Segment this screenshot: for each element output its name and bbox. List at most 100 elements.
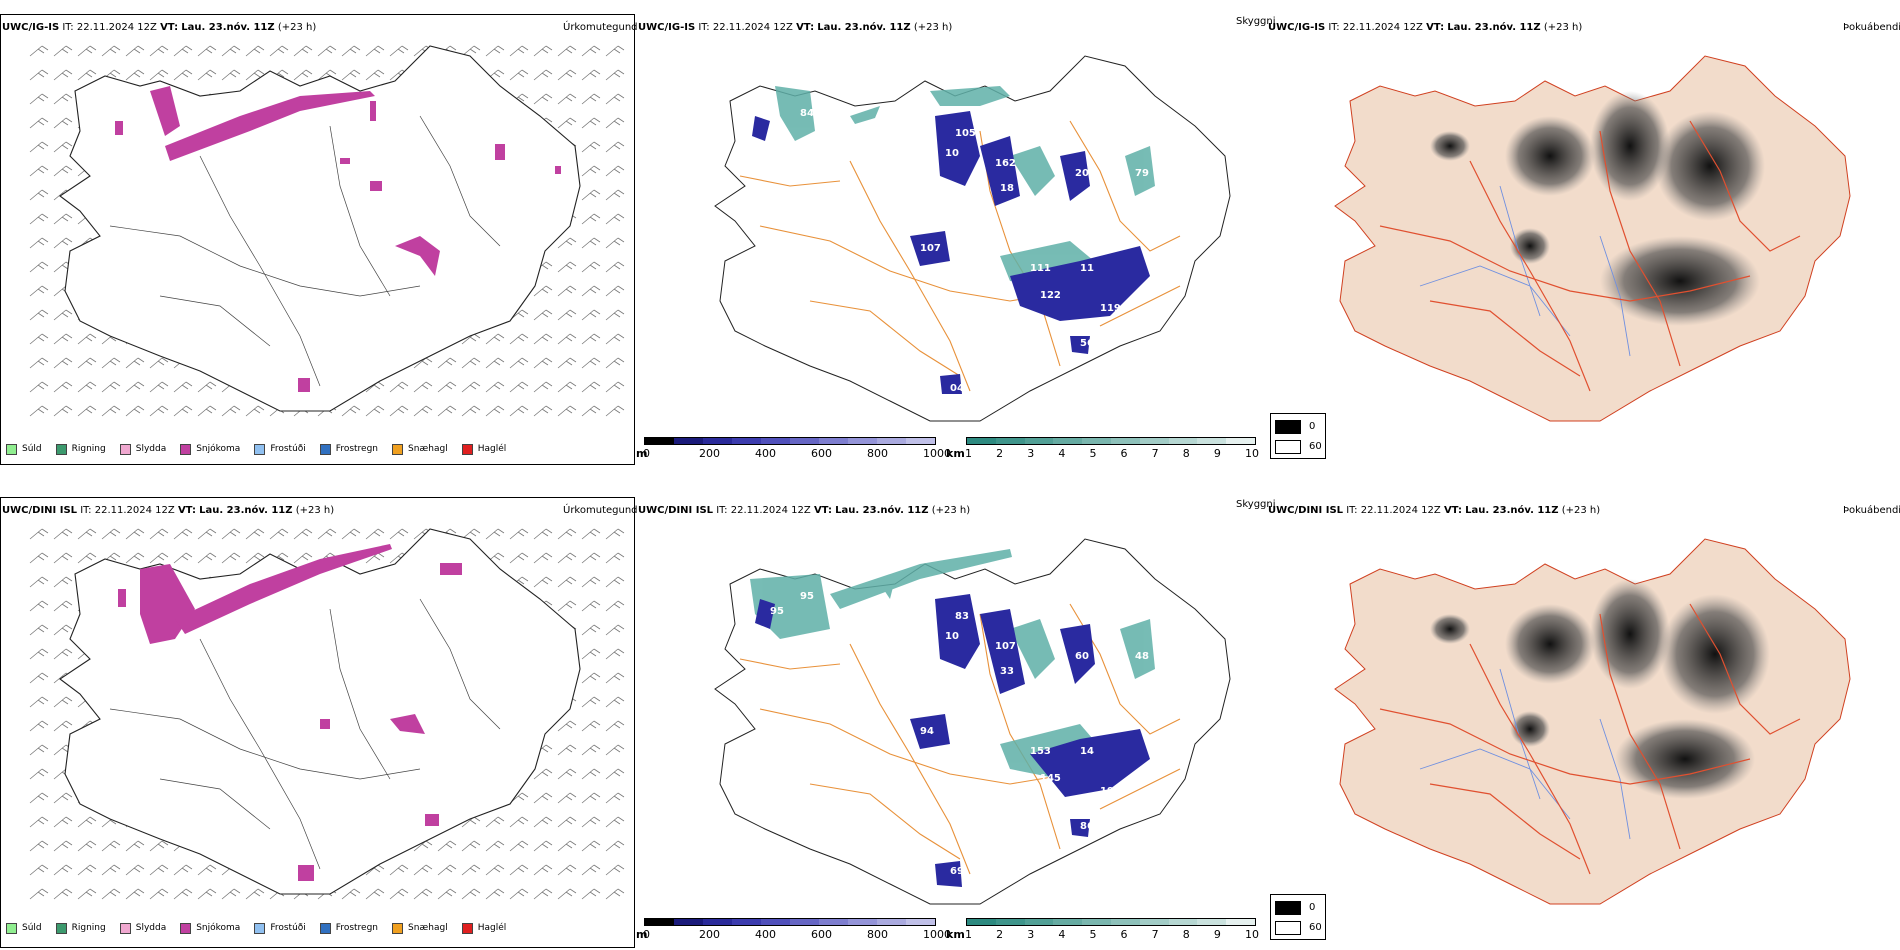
wind-barb [149, 381, 169, 393]
legend-swatch [6, 443, 17, 455]
wind-barb [149, 45, 169, 57]
wind-barb [437, 357, 457, 369]
wind-barb [221, 69, 241, 81]
wind-barb [29, 600, 49, 612]
iceland-land-fog-2 [1334, 538, 1851, 905]
wind-barb [389, 45, 409, 57]
scale-tick: 5 [1089, 447, 1097, 460]
wind-barb [29, 672, 49, 684]
wind-barb [29, 816, 49, 828]
wind-barb [365, 528, 385, 540]
vt-label: VT: [796, 22, 815, 33]
scale-bin [995, 919, 1025, 925]
wind-barb [125, 864, 145, 876]
wind-barb [197, 528, 217, 540]
wind-barb [605, 309, 625, 321]
wind-barb [29, 405, 49, 417]
wind-barb [53, 237, 73, 249]
panel-title-vis-2: Skyggni [1236, 499, 1276, 510]
legend-label: Snjókoma [196, 444, 241, 454]
scale-tick: 9 [1213, 447, 1221, 460]
model-name: UWC/IG-IS [1268, 22, 1326, 33]
wind-barb [29, 792, 49, 804]
iceland-outline-vis-1 [714, 55, 1231, 422]
wind-barb [77, 840, 97, 852]
wind-barb [173, 69, 193, 81]
legend-swatch [254, 922, 266, 934]
fog-swatch-60 [1275, 440, 1301, 454]
scale-bin [703, 919, 732, 925]
wind-barb [29, 213, 49, 225]
wind-barb [533, 333, 553, 345]
wind-barb [101, 357, 121, 369]
wind-barb [197, 864, 217, 876]
scale-tick: 600 [811, 928, 832, 941]
model-name: UWC/DINI ISL [2, 505, 78, 516]
vis-scale-unit: km [946, 447, 965, 460]
wind-barb [29, 285, 49, 297]
wind-barb [29, 261, 49, 273]
wind-barb [485, 357, 505, 369]
wind-barb [605, 840, 625, 852]
legend-label: Haglél [477, 923, 507, 933]
wind-barb [173, 552, 193, 564]
scale-bin [1197, 438, 1227, 444]
wind-barb [509, 405, 529, 417]
cloud-base-value: 10 [980, 746, 994, 757]
wind-barb [53, 405, 73, 417]
cloud-base-value: 95 [800, 591, 814, 602]
wind-barb [581, 792, 601, 804]
precip-map-2 [29, 528, 625, 900]
scale-tick: 3 [1027, 447, 1035, 460]
wind-barb [605, 213, 625, 225]
wind-barb [557, 720, 577, 732]
legend-label: Snæhagl [408, 444, 448, 454]
wind-barb [53, 69, 73, 81]
legend-item-1: Rigning [55, 443, 106, 455]
it-label: IT: [80, 505, 92, 516]
wind-barb [29, 720, 49, 732]
wind-barb [29, 189, 49, 201]
it-label: IT: [1346, 505, 1358, 516]
wind-barb [605, 528, 625, 540]
wind-barb [605, 792, 625, 804]
wind-barb [149, 528, 169, 540]
wind-barb [557, 381, 577, 393]
wind-barb [197, 405, 217, 417]
wind-barb [581, 672, 601, 684]
scale-bin [732, 438, 761, 444]
cloud-base-scale-2: m 0 200 400 600 800 1000 [636, 918, 951, 942]
wind-barb [341, 69, 361, 81]
wind-barb [77, 357, 97, 369]
scale-bin [1168, 919, 1198, 925]
panel-title-precip-2: Úrkomutegund [563, 505, 638, 516]
scale-bin [967, 438, 996, 444]
fog-rivers-1 [1419, 185, 1631, 357]
wind-barb [557, 333, 577, 345]
wind-barb [245, 888, 265, 900]
wind-barb [29, 768, 49, 780]
wind-barb [485, 381, 505, 393]
wind-barb [245, 552, 265, 564]
vt-label: VT: [160, 22, 179, 33]
cloud-base-value: 145 [1040, 773, 1061, 784]
wind-barb [437, 840, 457, 852]
cloud-base-value: 86 [1080, 821, 1094, 832]
scale-tick: 800 [867, 447, 888, 460]
scale-tick: 4 [1058, 447, 1066, 460]
wind-barb [173, 405, 193, 417]
wind-barb [461, 840, 481, 852]
wind-barb [557, 816, 577, 828]
wind-barb [101, 381, 121, 393]
wind-barb [581, 165, 601, 177]
fog-label-60: 60 [1309, 441, 1322, 452]
snow-areas-2 [118, 544, 462, 881]
legend-item-0: Súld [6, 443, 42, 455]
wind-barb [245, 69, 265, 81]
wind-barb [29, 840, 49, 852]
scale-tick: 800 [867, 928, 888, 941]
wind-barb [389, 528, 409, 540]
legend-label: Frostregn [335, 444, 379, 454]
wind-barb [53, 864, 73, 876]
fog-label-0: 0 [1309, 902, 1316, 913]
